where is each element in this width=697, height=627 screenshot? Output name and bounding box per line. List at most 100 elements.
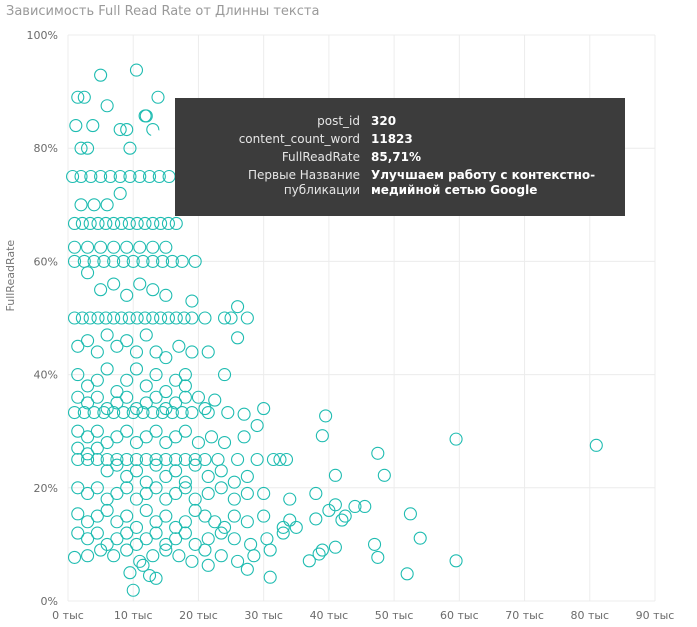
scatter-point[interactable]	[100, 402, 114, 416]
scatter-point[interactable]	[231, 452, 245, 467]
scatter-point[interactable]	[90, 441, 104, 455]
scatter-point[interactable]	[159, 452, 173, 467]
scatter-point[interactable]	[139, 532, 153, 546]
scatter-point[interactable]	[139, 396, 153, 410]
scatter-point[interactable]	[100, 452, 114, 467]
scatter-point[interactable]	[263, 543, 277, 557]
scatter-point[interactable]	[142, 568, 157, 583]
scatter-point[interactable]	[71, 424, 85, 438]
scatter-point[interactable]	[110, 515, 124, 529]
scatter-point[interactable]	[214, 481, 228, 495]
scatter-point[interactable]	[130, 311, 144, 325]
scatter-point[interactable]	[169, 532, 183, 546]
scatter-point[interactable]	[100, 492, 114, 506]
scatter-point[interactable]	[110, 532, 124, 546]
scatter-point[interactable]	[231, 554, 245, 568]
scatter-point[interactable]	[169, 430, 183, 444]
scatter-point[interactable]	[156, 405, 170, 420]
scatter-point[interactable]	[400, 567, 414, 581]
scatter-point[interactable]	[139, 379, 153, 393]
scatter-point[interactable]	[110, 385, 124, 399]
scatter-point[interactable]	[133, 169, 147, 184]
scatter-point[interactable]	[175, 254, 189, 268]
scatter-point[interactable]	[175, 405, 189, 420]
scatter-point[interactable]	[169, 486, 183, 501]
scatter-point[interactable]	[71, 390, 85, 404]
scatter-point[interactable]	[100, 328, 114, 342]
scatter-point[interactable]	[107, 216, 121, 231]
scatter-point[interactable]	[81, 334, 95, 348]
scatter-point[interactable]	[107, 254, 121, 268]
scatter-point[interactable]	[123, 566, 137, 580]
scatter-point[interactable]	[449, 432, 463, 446]
scatter-point[interactable]	[217, 435, 232, 450]
scatter-point[interactable]	[100, 464, 114, 478]
scatter-point[interactable]	[107, 549, 121, 563]
scatter-point[interactable]	[110, 452, 124, 467]
scatter-point[interactable]	[138, 216, 152, 231]
scatter-point[interactable]	[250, 452, 264, 467]
scatter-point[interactable]	[188, 452, 202, 467]
scatter-point[interactable]	[66, 169, 80, 184]
scatter-point[interactable]	[71, 526, 85, 540]
scatter-point[interactable]	[130, 216, 144, 231]
scatter-point[interactable]	[120, 509, 134, 523]
scatter-point[interactable]	[358, 499, 372, 514]
scatter-point[interactable]	[120, 543, 134, 557]
scatter-point[interactable]	[198, 543, 212, 557]
scatter-point[interactable]	[185, 294, 199, 308]
scatter-point[interactable]	[149, 481, 163, 495]
scatter-point[interactable]	[114, 311, 129, 325]
scatter-point[interactable]	[123, 141, 137, 155]
scatter-point[interactable]	[156, 254, 170, 268]
scatter-point[interactable]	[198, 311, 212, 325]
scatter-point[interactable]	[250, 418, 264, 433]
scatter-point[interactable]	[74, 198, 88, 212]
scatter-point[interactable]	[149, 390, 163, 404]
scatter-point[interactable]	[159, 402, 173, 416]
scatter-point[interactable]	[403, 507, 417, 521]
scatter-point[interactable]	[90, 390, 104, 404]
scatter-point[interactable]	[71, 368, 85, 382]
scatter-point[interactable]	[110, 339, 124, 353]
scatter-point[interactable]	[169, 396, 183, 410]
scatter-point[interactable]	[149, 571, 163, 585]
scatter-point[interactable]	[201, 558, 215, 572]
scatter-point[interactable]	[146, 216, 160, 231]
scatter-point[interactable]	[67, 405, 82, 420]
scatter-point[interactable]	[146, 122, 160, 137]
scatter-point[interactable]	[214, 526, 228, 540]
scatter-point[interactable]	[139, 475, 153, 489]
scatter-point[interactable]	[90, 424, 104, 438]
scatter-point[interactable]	[120, 334, 134, 348]
scatter-point[interactable]	[178, 475, 192, 489]
scatter-point[interactable]	[99, 311, 113, 325]
scatter-point[interactable]	[71, 339, 85, 353]
scatter-point[interactable]	[449, 554, 463, 568]
scatter-point[interactable]	[126, 583, 140, 597]
scatter-point[interactable]	[67, 311, 82, 325]
scatter-point[interactable]	[169, 452, 183, 467]
scatter-point[interactable]	[247, 549, 261, 563]
scatter-point[interactable]	[240, 562, 254, 576]
scatter-point[interactable]	[237, 407, 251, 421]
scatter-point[interactable]	[100, 99, 114, 113]
scatter-point[interactable]	[185, 311, 199, 325]
scatter-point[interactable]	[198, 509, 212, 523]
scatter-point[interactable]	[201, 532, 215, 546]
scatter-point[interactable]	[126, 405, 140, 420]
scatter-point[interactable]	[120, 122, 134, 137]
scatter-point[interactable]	[309, 486, 323, 501]
scatter-point[interactable]	[139, 503, 153, 517]
scatter-point[interactable]	[257, 486, 271, 501]
scatter-point[interactable]	[87, 254, 101, 268]
scatter-point[interactable]	[90, 373, 104, 387]
scatter-point[interactable]	[71, 481, 85, 495]
scatter-point[interactable]	[120, 240, 134, 254]
scatter-point[interactable]	[185, 405, 199, 420]
scatter-point[interactable]	[90, 452, 104, 467]
scatter-point[interactable]	[99, 216, 113, 231]
scatter-point[interactable]	[257, 402, 271, 416]
scatter-point[interactable]	[67, 240, 82, 254]
scatter-point[interactable]	[328, 468, 342, 482]
